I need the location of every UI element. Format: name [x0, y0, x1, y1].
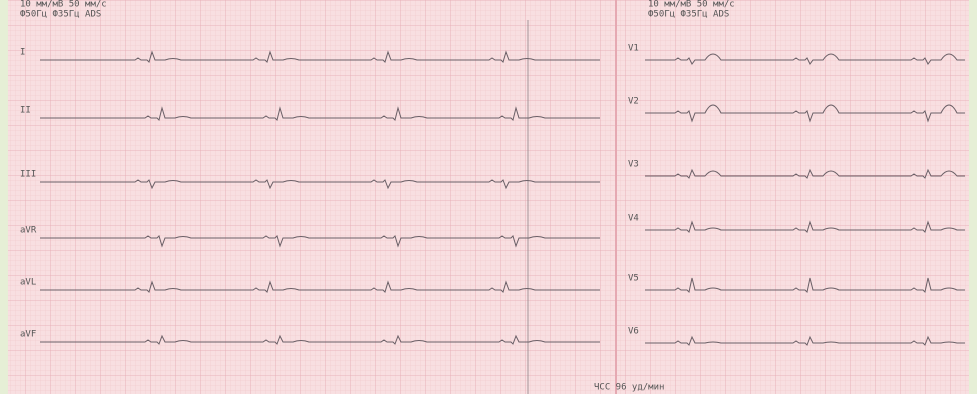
lead-label: V4 — [628, 214, 639, 224]
lead-label: V1 — [628, 44, 639, 54]
lead-label: aVL — [20, 278, 36, 288]
lead-label: aVF — [20, 330, 36, 340]
page: 10 мм/мВ 50 мм/с Ф50Гц Ф35Гц ADS 10 мм/м… — [0, 0, 977, 394]
footer-text: ЧСС 96 уд/мин — [594, 383, 664, 393]
lead-label: V6 — [628, 327, 639, 337]
lead-label: III — [20, 170, 36, 180]
grid — [8, 0, 969, 394]
lead-label: V5 — [628, 274, 639, 284]
header-text: 10 мм/мВ 50 мм/с — [20, 0, 107, 10]
lead-label: II — [20, 106, 31, 116]
lead-label: I — [20, 48, 25, 58]
header-text: 10 мм/мВ 50 мм/с — [648, 0, 735, 10]
header-text: Ф50Гц Ф35Гц ADS — [20, 10, 101, 20]
lead-label: aVR — [20, 226, 37, 236]
header-text: Ф50Гц Ф35Гц ADS — [648, 10, 729, 20]
ecg-sheet: 10 мм/мВ 50 мм/с Ф50Гц Ф35Гц ADS 10 мм/м… — [0, 0, 977, 394]
lead-label: V2 — [628, 97, 639, 107]
lead-label: V3 — [628, 160, 639, 170]
